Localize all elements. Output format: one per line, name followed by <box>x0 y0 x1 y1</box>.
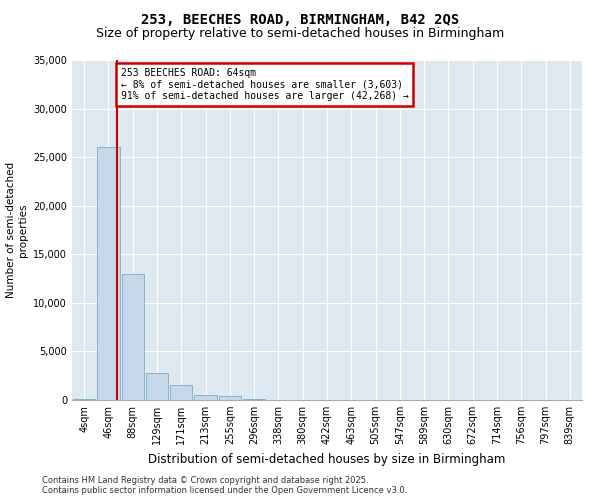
Y-axis label: Number of semi-detached
properties: Number of semi-detached properties <box>6 162 28 298</box>
Bar <box>218 396 241 400</box>
Bar <box>97 148 119 400</box>
Bar <box>170 386 193 400</box>
Text: 253, BEECHES ROAD, BIRMINGHAM, B42 2QS: 253, BEECHES ROAD, BIRMINGHAM, B42 2QS <box>141 12 459 26</box>
X-axis label: Distribution of semi-detached houses by size in Birmingham: Distribution of semi-detached houses by … <box>148 452 506 466</box>
Bar <box>194 395 217 400</box>
Bar <box>146 373 168 400</box>
Text: Contains HM Land Registry data © Crown copyright and database right 2025.
Contai: Contains HM Land Registry data © Crown c… <box>42 476 407 495</box>
Bar <box>122 274 144 400</box>
Text: 253 BEECHES ROAD: 64sqm
← 8% of semi-detached houses are smaller (3,603)
91% of : 253 BEECHES ROAD: 64sqm ← 8% of semi-det… <box>121 68 409 101</box>
Bar <box>73 398 95 400</box>
Text: Size of property relative to semi-detached houses in Birmingham: Size of property relative to semi-detach… <box>96 28 504 40</box>
Bar <box>243 399 265 400</box>
